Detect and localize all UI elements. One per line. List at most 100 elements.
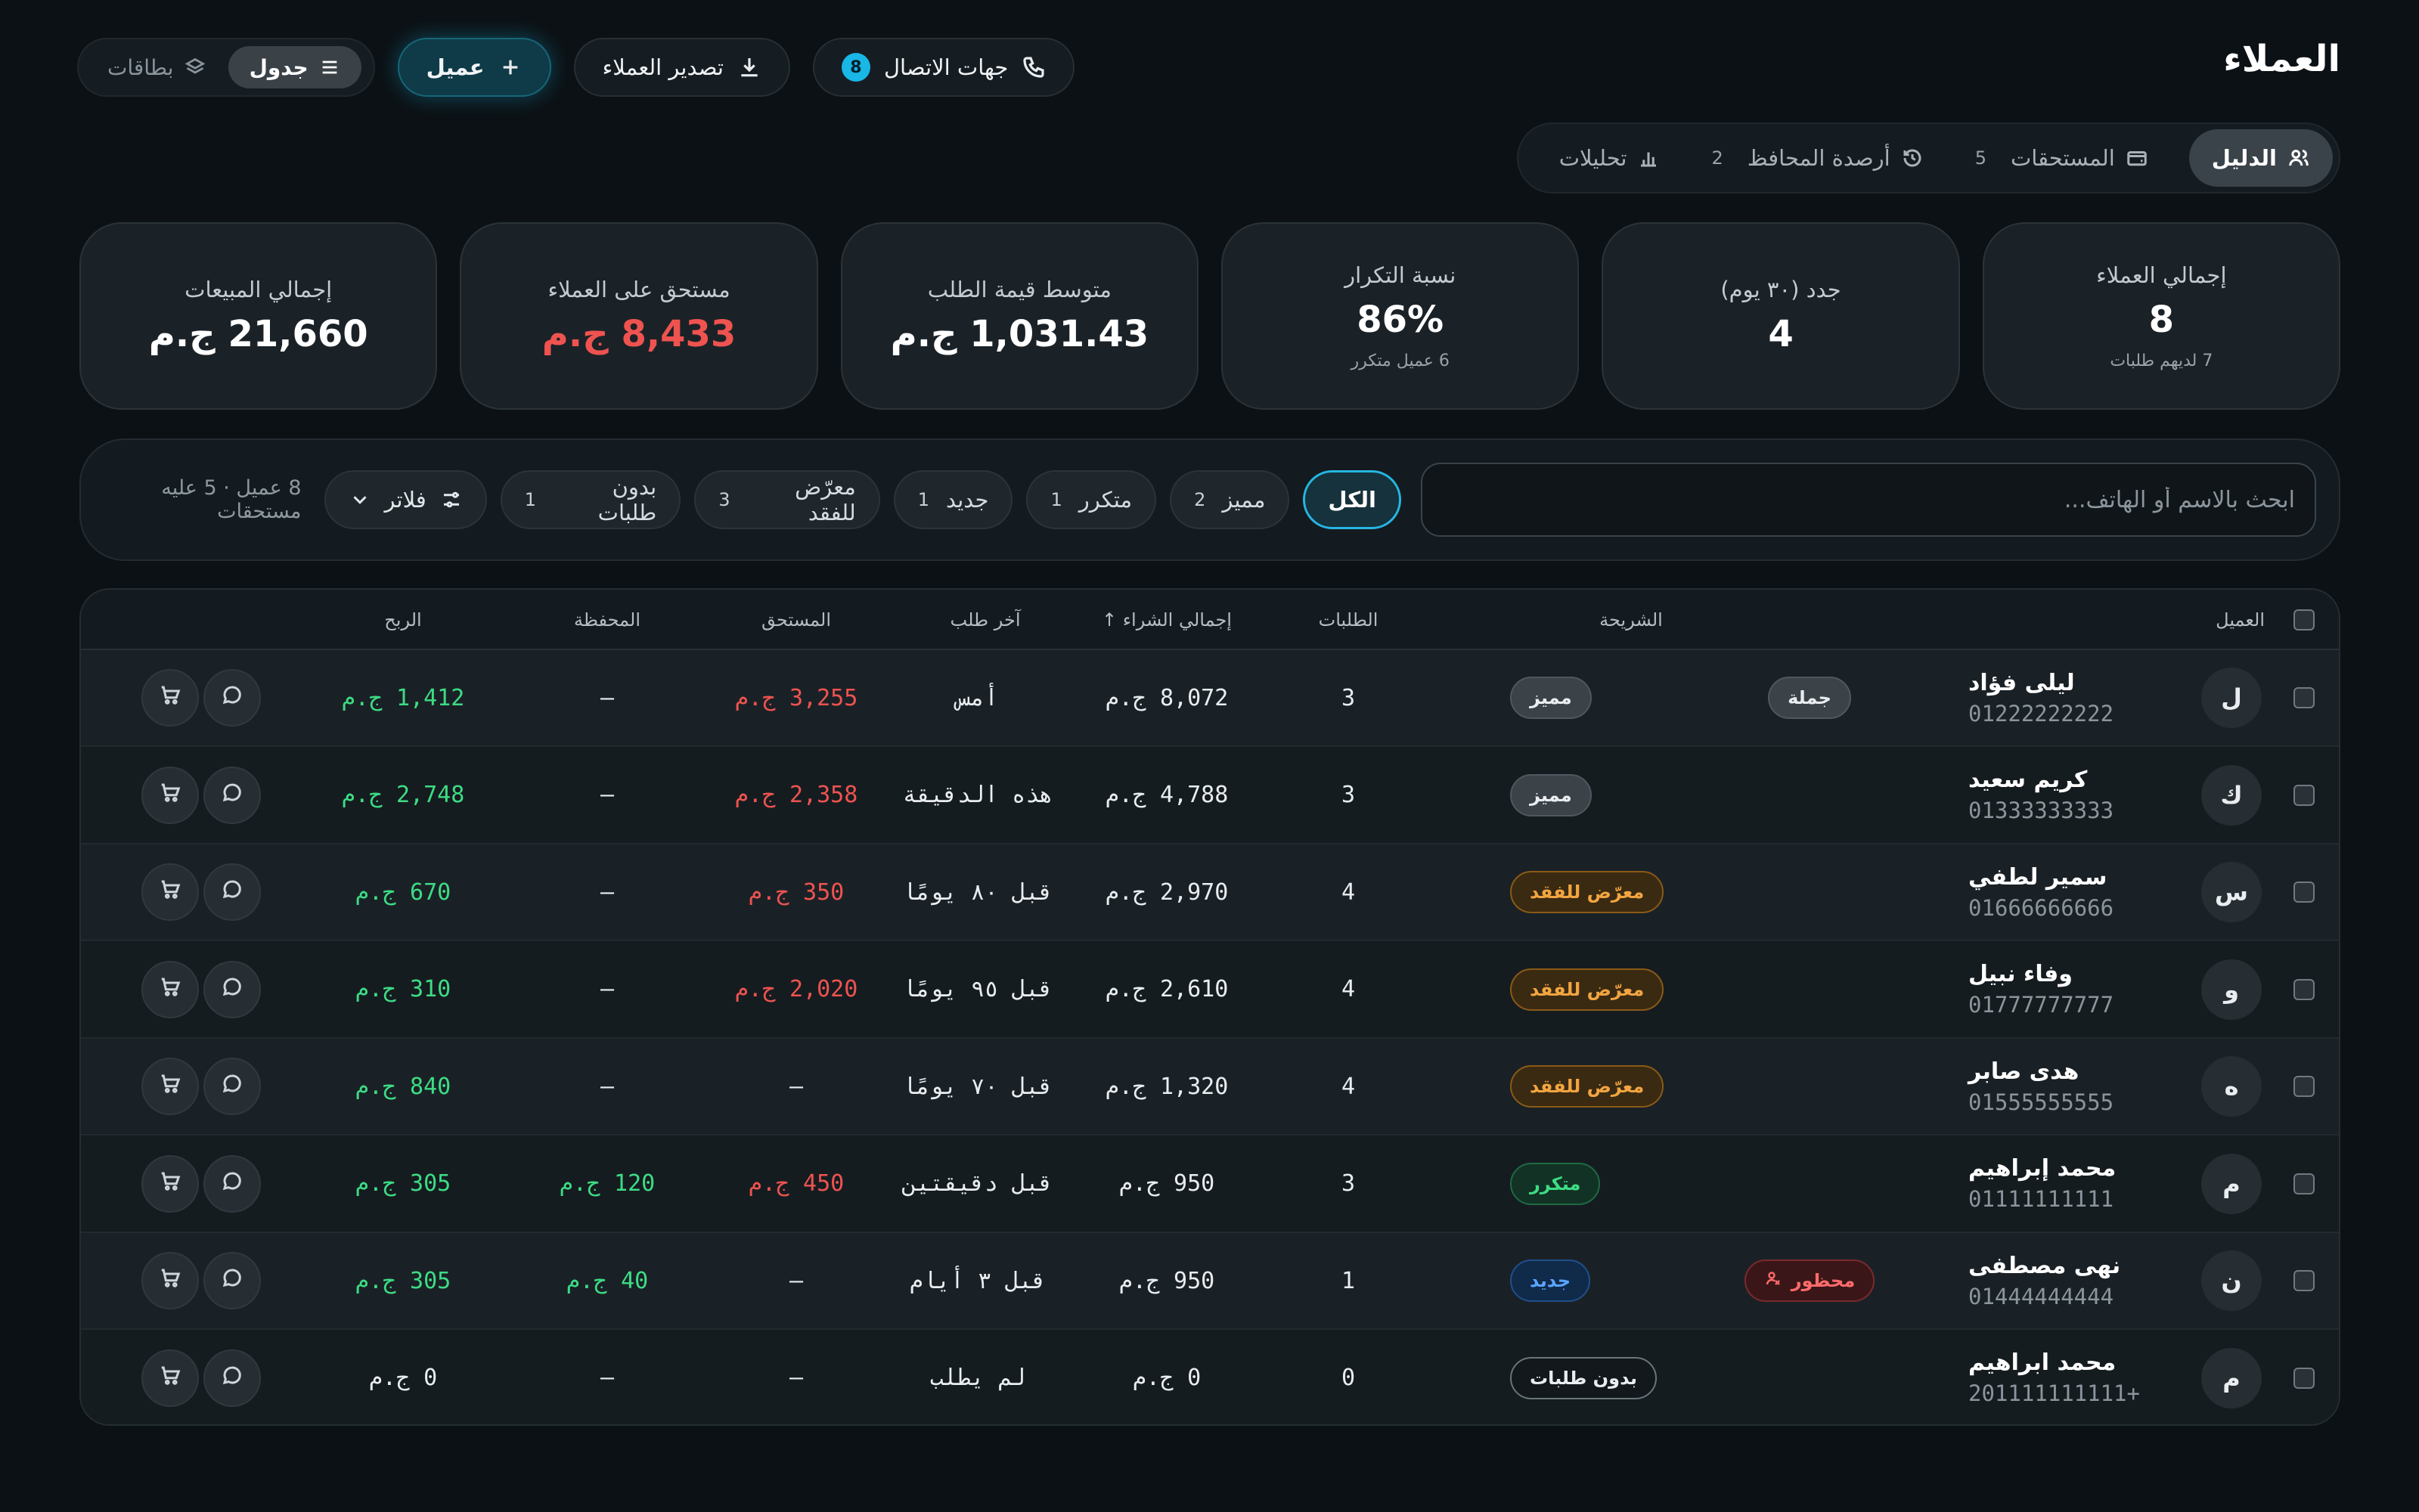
new-order-button[interactable] [141,1058,199,1115]
table-row[interactable]: ه هدى صابر 01555555555 معرّض للفقد 4 1,32… [81,1039,2339,1136]
col-orders[interactable]: الطلبات [1318,609,1379,631]
segment-badge: مميز [1510,677,1592,719]
customer-cell[interactable]: محمد إبراهيم 01111111111 [1968,1136,2180,1232]
customer-cell[interactable]: نهى مصطفى 01444444444 [1968,1233,2180,1328]
segment-cell: مميز [1510,650,1692,745]
export-label: تصدير العملاء [602,54,724,80]
last-order: قبل ٣ أيام [909,1267,1047,1294]
row-checkbox[interactable] [2293,784,2315,806]
due-amount: 2,358 ج.م [734,782,858,808]
view-cards-option[interactable]: بطاقات [100,46,213,88]
select-all-checkbox[interactable] [2293,609,2315,631]
stat-label: جدد (٣٠ يوم) [1720,277,1841,302]
customer-cell[interactable]: هدى صابر 01555555555 [1968,1039,2180,1134]
new-order-button[interactable] [141,1252,199,1309]
new-order-button[interactable] [141,960,199,1018]
new-order-button[interactable] [141,863,199,921]
row-checkbox[interactable] [2293,1367,2315,1389]
customer-name[interactable]: محمد ابراهيم [1968,1349,2117,1376]
chip-new[interactable]: جديد 1 [893,470,1013,529]
message-button[interactable] [203,863,261,921]
table-row[interactable]: س سمير لطفي 01666666666 معرّض للفقد 4 2,9… [81,844,2339,941]
chip-vip[interactable]: مميز 2 [1170,470,1290,529]
customer-phone: +201111111111 [1968,1380,2140,1406]
results-summary: 8 عميل · 5 عليه مستحقات [161,476,302,523]
customer-flag-cell: محظور [1741,1233,1878,1328]
message-button[interactable] [203,669,261,727]
new-order-button[interactable] [141,1154,199,1213]
table-row[interactable]: ل ليلى فؤاد 01222222222 جملة مميز 3 8,072… [81,650,2339,747]
table-row[interactable]: م محمد ابراهيم +201111111111 بدون طلبات … [81,1330,2339,1425]
customer-name[interactable]: نهى مصطفى [1968,1252,2121,1279]
col-segment[interactable]: الشريحة [1599,609,1663,631]
message-button[interactable] [203,1349,261,1407]
search-input[interactable] [1421,463,2316,537]
row-checkbox[interactable] [2293,1173,2315,1194]
message-button[interactable] [203,766,261,824]
customer-name[interactable]: ليلى فؤاد [1968,669,2075,696]
tab-wallet-balances[interactable]: أرصدة المحافظ 2 [1701,129,1934,187]
new-order-button[interactable] [141,766,199,824]
profit-amount: 2,748 ج.م [341,782,465,808]
customer-name[interactable]: سمير لطفي [1968,863,2107,891]
new-order-button[interactable] [141,1349,199,1407]
row-checkbox[interactable] [2293,1270,2315,1291]
tab-analytics[interactable]: تحليلات [1549,129,1671,187]
segment-cell: معرّض للفقد [1510,1039,1692,1134]
row-checkbox[interactable] [2293,1076,2315,1097]
add-customer-button[interactable]: عميل [397,38,551,97]
customer-cell[interactable]: محمد ابراهيم +201111111111 [1968,1331,2180,1425]
chip-no-orders[interactable]: بدون طلبات 1 [500,470,681,529]
profit-amount: 305 ج.م [355,1170,451,1197]
chip-all[interactable]: الكل [1303,470,1401,529]
message-button[interactable] [203,1058,261,1115]
segment-cell: متكرر [1510,1136,1692,1232]
message-button[interactable] [203,1154,261,1213]
tab-directory[interactable]: الدليل [2188,129,2333,187]
col-wallet[interactable]: المحفظة [573,609,641,631]
due-amount: 450 ج.م [748,1170,845,1197]
table-row[interactable]: ن نهى مصطفى 01444444444 محظور جديد 1 950 … [81,1233,2339,1330]
customer-name[interactable]: محمد إبراهيم [1968,1155,2117,1182]
filter-bar: الكل مميز 2 متكرر 1 جديد 1 معرّض للفقد 3… [79,438,2340,561]
filters-dropdown-button[interactable]: فلاتر [324,470,487,529]
row-checkbox[interactable] [2293,687,2315,708]
export-customers-button[interactable]: تصدير العملاء [573,38,790,97]
chip-at-risk[interactable]: معرّض للفقد 3 [694,470,880,529]
col-profit[interactable]: الربح [384,609,422,631]
message-button[interactable] [203,1252,261,1309]
col-due[interactable]: المستحق [761,609,832,631]
stat-value: 8,433 ج.م [541,313,737,355]
col-total-purchase[interactable]: إجمالي الشراء ↑ [1102,609,1232,631]
new-order-button[interactable] [141,669,199,727]
customer-cell[interactable]: كريم سعيد 01333333333 [1968,748,2180,843]
row-select-cell [2269,1136,2339,1232]
contacts-button[interactable]: جهات الاتصال 8 [812,38,1075,97]
chat-icon [221,1364,243,1393]
table-row[interactable]: ك كريم سعيد 01333333333 مميز 3 4,788 ج.م ه… [81,747,2339,844]
customer-name[interactable]: كريم سعيد [1968,767,2088,793]
customer-cell[interactable]: سمير لطفي 01666666666 [1968,844,2180,940]
customer-cell[interactable]: وفاء نبيل 01777777777 [1968,942,2180,1037]
stat-repeat-rate: نسبة التكرار 86% 6 عميل متكرر [1221,222,1580,410]
chip-repeat[interactable]: متكرر 1 [1026,470,1157,529]
col-customer[interactable]: العميل [2216,609,2265,631]
customer-cell[interactable]: ليلى فؤاد 01222222222 [1968,650,2180,745]
row-checkbox[interactable] [2293,881,2315,903]
view-table-label: جدول [249,54,309,80]
col-last-order[interactable]: آخر طلب [950,609,1021,631]
wallet-balance: – [600,878,615,906]
table-row[interactable]: م محمد إبراهيم 01111111111 متكرر 3 950 ج.… [81,1136,2339,1233]
view-table-option[interactable]: جدول [228,46,361,88]
row-select-cell [2269,942,2339,1037]
wallet-balance: 40 ج.م [566,1267,649,1294]
customer-name[interactable]: وفاء نبيل [1968,961,2073,987]
table-row[interactable]: و وفاء نبيل 01777777777 معرّض للفقد 4 2,6… [81,941,2339,1039]
avatar: م [2201,1153,2262,1214]
stat-sub: 7 لديهم طلبات [2110,351,2213,370]
message-button[interactable] [203,960,261,1018]
avatar: ه [2201,1056,2262,1117]
row-checkbox[interactable] [2293,978,2315,1000]
tab-dues[interactable]: المستحقات 5 [1965,129,2159,187]
customer-name[interactable]: هدى صابر [1968,1058,2079,1085]
